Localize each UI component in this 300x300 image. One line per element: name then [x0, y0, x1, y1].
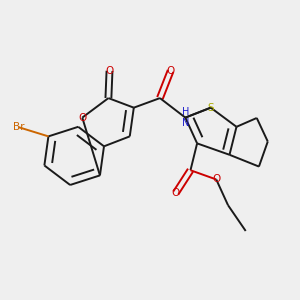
Text: O: O: [167, 66, 175, 76]
Text: O: O: [212, 174, 220, 184]
Text: O: O: [105, 66, 114, 76]
Text: S: S: [207, 103, 214, 113]
Text: O: O: [172, 188, 180, 198]
Text: O: O: [78, 112, 86, 123]
Text: Br: Br: [13, 122, 24, 132]
Text: H
N: H N: [182, 107, 189, 128]
